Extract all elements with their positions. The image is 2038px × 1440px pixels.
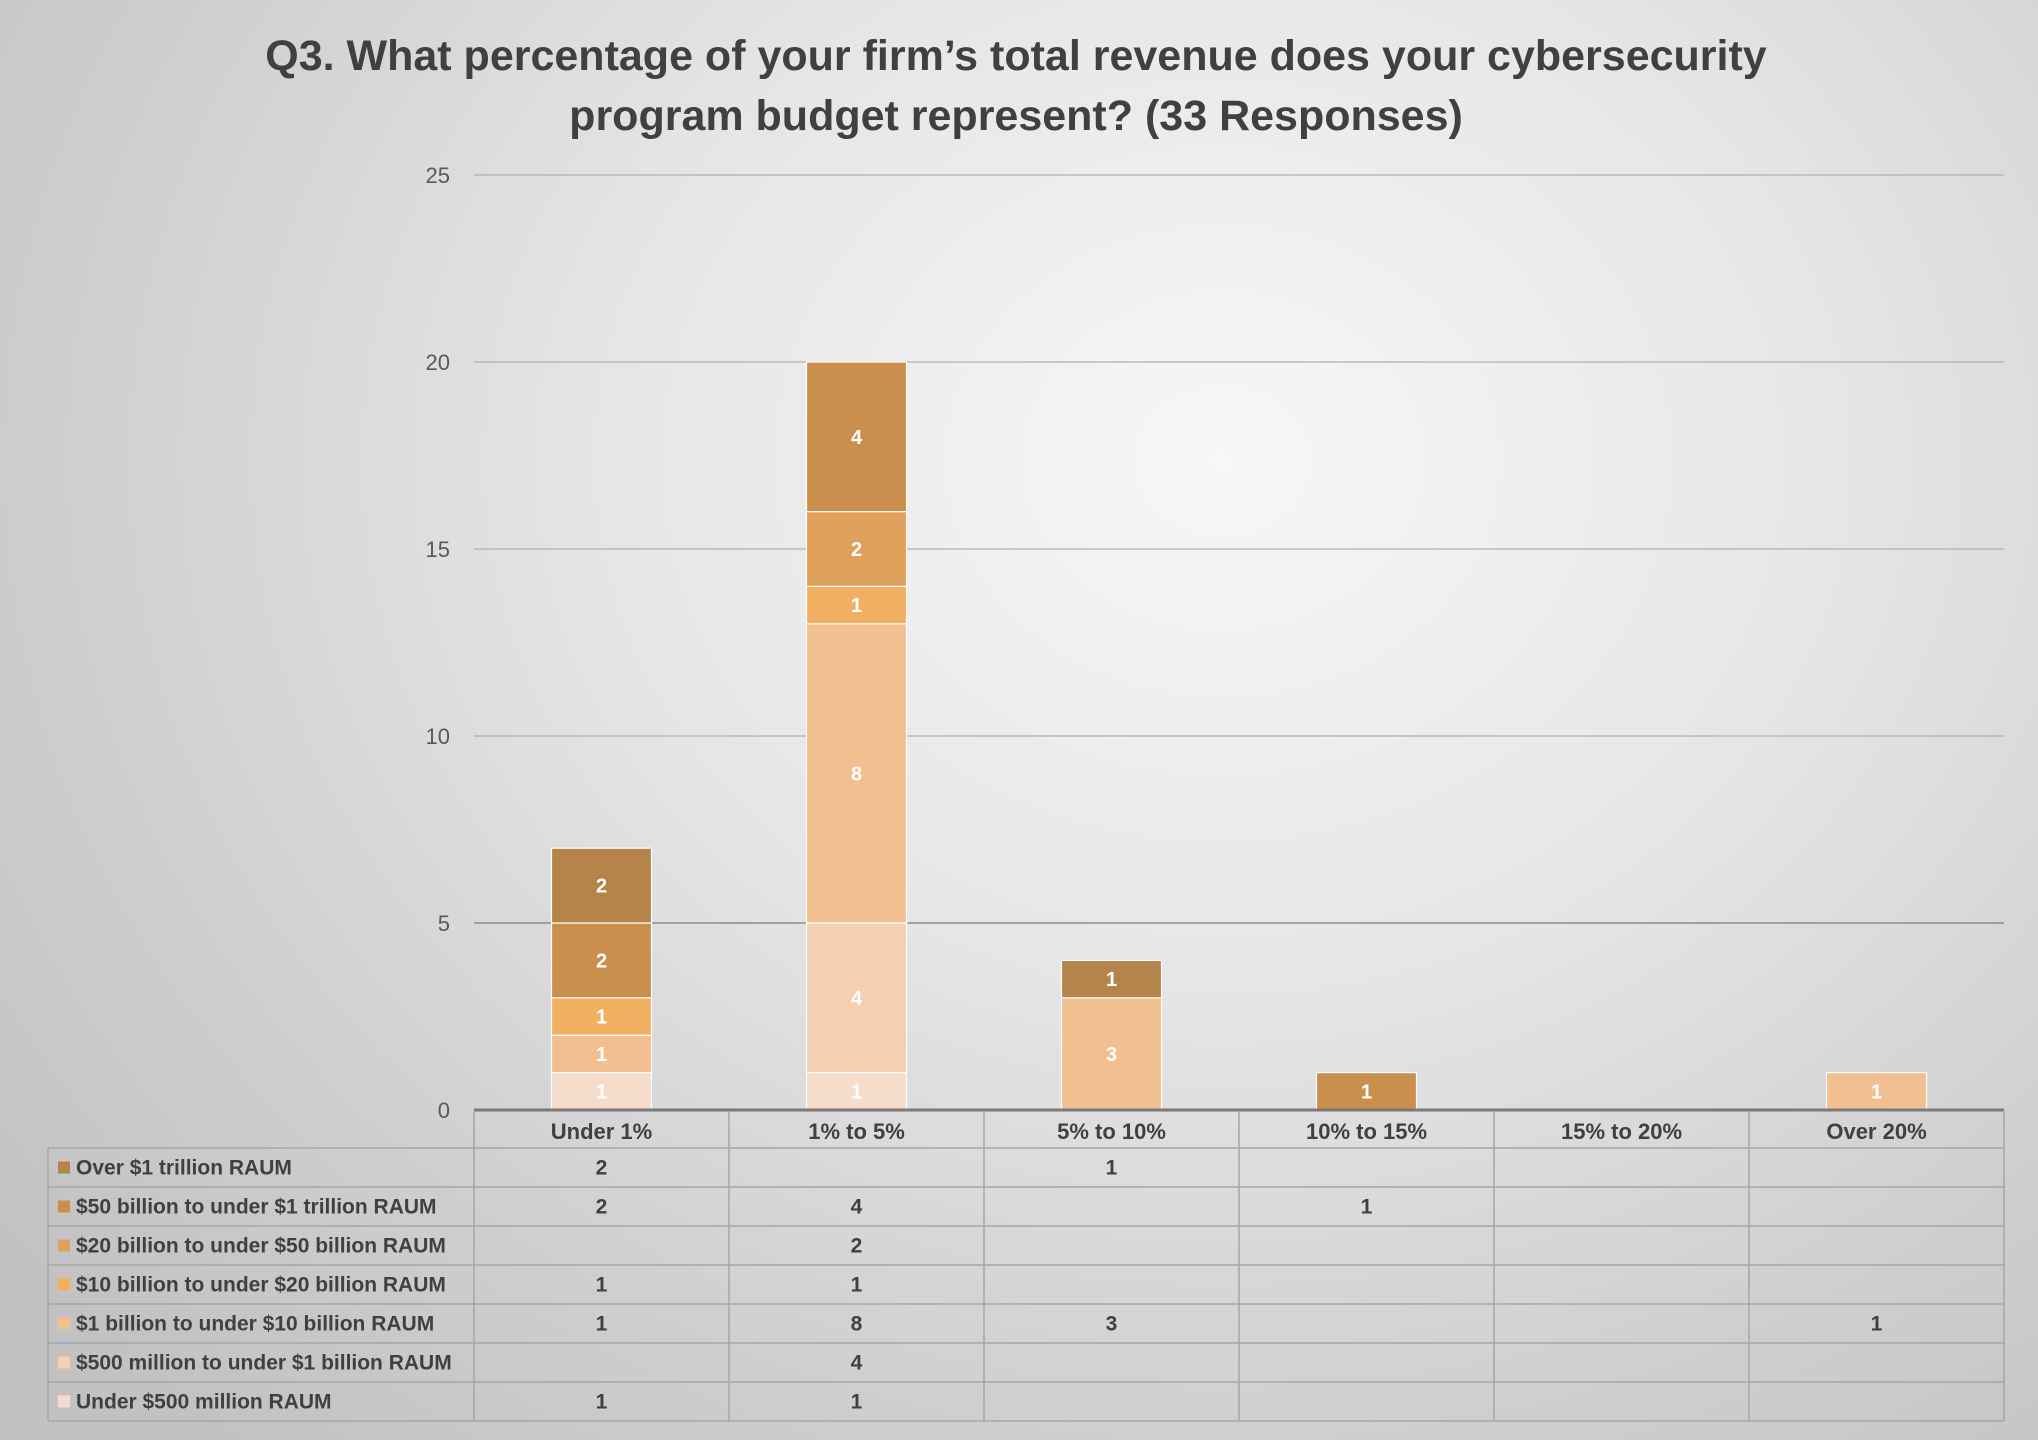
bar-segment [550,847,653,924]
legend-swatch [58,1395,70,1408]
bar-segment [805,585,908,625]
table-cell-value: 4 [851,1352,863,1375]
x-tick-label: 10% to 15% [1306,1119,1427,1144]
x-tick-label: Over 20% [1826,1119,1926,1144]
chart-title: Q3. What percentage of your firm’s total… [265,32,1767,140]
y-tick-label: 10 [426,724,450,749]
y-tick-label: 15 [426,537,450,562]
bar-data-label: 2 [596,950,607,972]
chart-title-line: program budget represent? (33 Responses) [569,92,1463,140]
bar-data-label: 4 [851,988,863,1010]
bar-data-label: 4 [851,427,863,449]
x-tick-label: 15% to 20% [1561,1119,1682,1144]
chart-title-line: Q3. What percentage of your firm’s total… [265,32,1767,80]
bar-data-label: 1 [596,1007,607,1029]
table-cell-value: 1 [596,1391,608,1414]
table-cell-value: 1 [851,1274,863,1297]
legend-label: $10 billion to under $20 billion RAUM [76,1274,446,1297]
x-tick-label: 1% to 5% [808,1119,905,1144]
bar-data-label: 1 [1106,969,1117,991]
table-cell-value: 1 [596,1274,608,1297]
table-cell-value: 1 [1871,1313,1883,1336]
table-cell-value: 8 [851,1313,863,1336]
y-axis: 0 5 10 15 20 25 [426,163,450,1123]
bar-segment [805,511,908,588]
bar-data-label: 8 [851,763,862,785]
legend-label: $20 billion to under $50 billion RAUM [76,1235,446,1258]
data-table: Under 1% 1% to 5% 5% to 10% 10% to 15% 15% t… [47,1111,2005,1422]
y-tick-label: 25 [426,163,450,188]
bar-segment [805,623,908,924]
legend-label: Under $500 million RAUM [76,1391,332,1414]
bar-segment [805,922,908,1074]
bar-data-label: 1 [1361,1081,1372,1103]
gridlines [474,174,2004,924]
bar-data-label: 1 [596,1044,607,1066]
y-tick-label: 0 [438,1098,450,1123]
legend-label: $500 million to under $1 billion RAUM [76,1352,452,1375]
legend-label: $1 billion to under $10 billion RAUM [76,1313,434,1336]
legend-swatch [58,1317,70,1330]
table-cell-value: 2 [851,1235,863,1258]
x-tick-label: 5% to 10% [1057,1119,1166,1144]
table-cell-value: 2 [596,1196,608,1219]
table-cell-value: 1 [596,1313,608,1336]
bar-segment [550,997,653,1036]
bar-segment [1060,997,1163,1111]
bar-data-label: 1 [851,1081,862,1103]
table-cell-value: 1 [1361,1196,1373,1219]
bar-data-label: 2 [596,876,607,898]
y-tick-label: 20 [426,350,450,375]
legend-swatch [58,1161,70,1174]
bar-data-label: 1 [1871,1081,1882,1103]
legend-swatch [58,1356,70,1369]
table-cell-value: 3 [1106,1313,1118,1336]
bar-segment [805,361,908,513]
table-cell-value: 4 [851,1196,863,1219]
bar-data-label: 3 [1106,1044,1117,1066]
table-cell-value: 2 [596,1157,608,1180]
table-cell-value: 1 [1106,1157,1118,1180]
bar-data-label: 1 [851,595,862,617]
bar-segment [805,1071,908,1111]
table-cell-value: 1 [851,1391,863,1414]
bar-segment [550,1071,653,1111]
y-tick-label: 5 [438,911,450,936]
x-tick-label: Under 1% [551,1119,652,1144]
legend-label: Over $1 trillion RAUM [76,1157,292,1180]
bar-data-label: 1 [596,1081,607,1103]
bar-segment [1825,1071,1928,1111]
bar-segment [1060,959,1163,999]
legend-label: $50 billion to under $1 trillion RAUM [76,1196,437,1219]
legend-swatch [58,1200,70,1213]
bar-data-label: 2 [851,539,862,561]
legend-swatch [58,1278,70,1291]
legend-swatch [58,1239,70,1252]
